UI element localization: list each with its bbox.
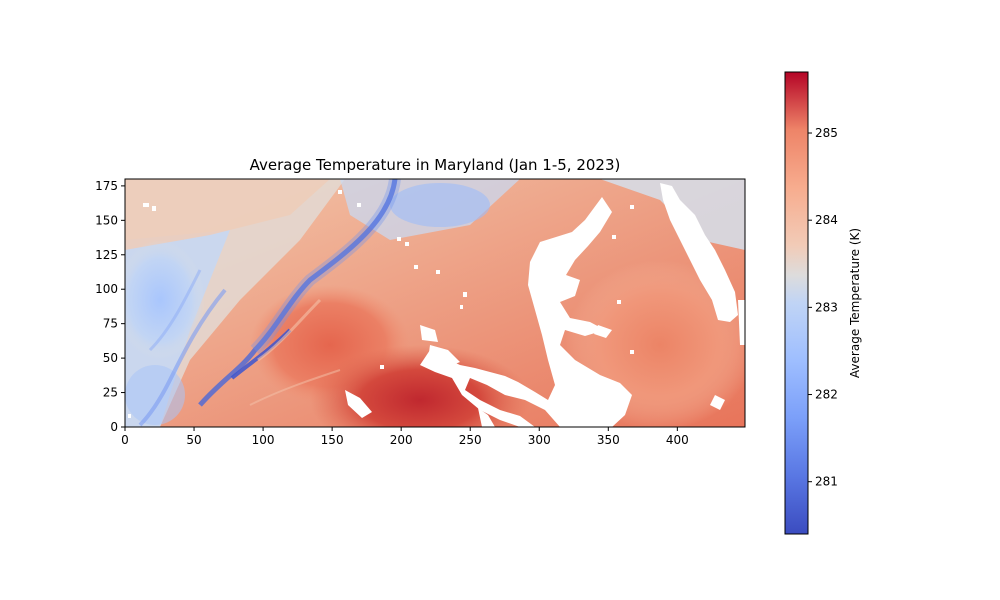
x-tick-label: 0 <box>121 433 129 447</box>
y-tick-label: 0 <box>110 420 118 434</box>
x-tick-label: 400 <box>666 433 689 447</box>
x-tick-label: 100 <box>252 433 275 447</box>
y-tick-label: 50 <box>103 351 118 365</box>
y-tick-label: 25 <box>103 386 118 400</box>
colorbar-tick-label: 282 <box>815 388 838 402</box>
x-tick-label: 300 <box>528 433 551 447</box>
x-tick-label: 50 <box>186 433 201 447</box>
y-tick-label: 175 <box>95 179 118 193</box>
colorbar <box>784 71 809 535</box>
x-tick-label: 250 <box>459 433 482 447</box>
colorbar-tick-label: 285 <box>815 126 838 140</box>
plot-frame <box>124 178 746 428</box>
chart-title: Average Temperature in Maryland (Jan 1-5… <box>250 156 621 174</box>
x-tick-label: 200 <box>390 433 413 447</box>
y-tick-label: 75 <box>103 317 118 331</box>
y-axis: 0 25 50 75 100 125 150 175 <box>95 179 125 434</box>
x-axis: 0 50 100 150 200 250 300 350 400 <box>121 427 689 447</box>
x-tick-label: 150 <box>321 433 344 447</box>
colorbar-tick-label: 281 <box>815 475 838 489</box>
colorbar-tick-label: 283 <box>815 300 838 314</box>
colorbar-tick-label: 284 <box>815 213 838 227</box>
y-tick-label: 150 <box>95 213 118 227</box>
y-tick-label: 125 <box>95 248 118 262</box>
missing-data-water <box>128 183 745 427</box>
colorbar-axis: 281 282 283 284 285 <box>808 126 838 489</box>
heatmap-image <box>125 179 745 427</box>
colorbar-label: Average Temperature (K) <box>848 228 862 378</box>
y-tick-label: 100 <box>95 282 118 296</box>
x-tick-label: 350 <box>597 433 620 447</box>
